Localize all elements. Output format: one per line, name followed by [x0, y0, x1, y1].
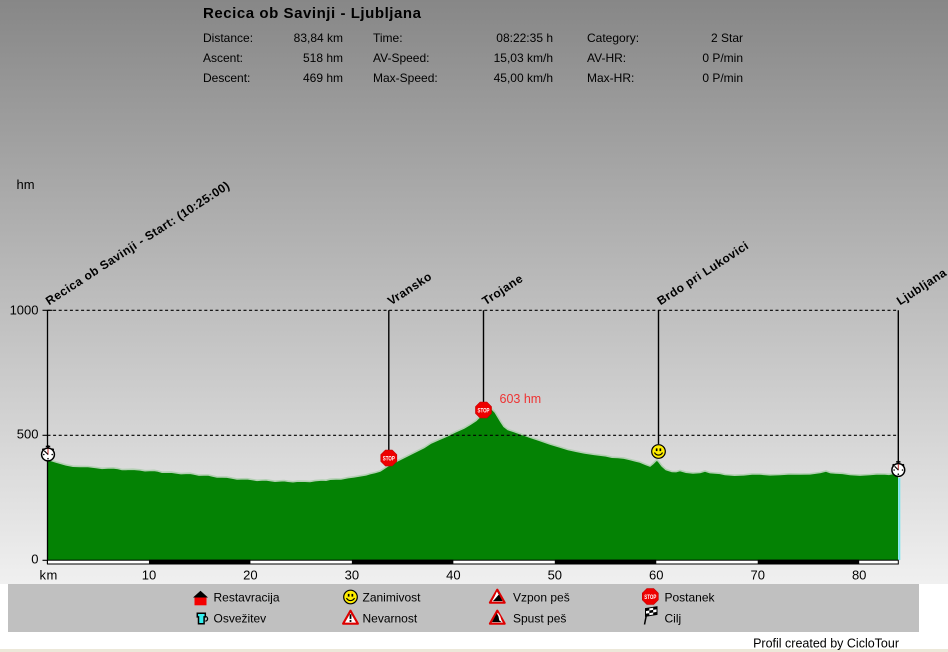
svg-text:1000: 1000 — [10, 303, 39, 318]
svg-text:60: 60 — [649, 568, 663, 583]
svg-text:469 hm: 469 hm — [303, 71, 343, 85]
svg-text:30: 30 — [345, 568, 359, 583]
svg-text:0: 0 — [31, 552, 38, 567]
svg-text:500: 500 — [17, 427, 39, 442]
svg-text:70: 70 — [750, 568, 764, 583]
svg-text:80: 80 — [852, 568, 866, 583]
svg-text:Time:: Time: — [373, 31, 403, 45]
svg-text:Max-Speed:: Max-Speed: — [373, 71, 438, 85]
svg-text:45,00 km/h: 45,00 km/h — [494, 71, 553, 85]
svg-text:15,03 km/h: 15,03 km/h — [494, 51, 553, 65]
svg-text:20: 20 — [243, 568, 257, 583]
svg-text:08:22:35 h: 08:22:35 h — [496, 31, 553, 45]
svg-text:Postanek: Postanek — [665, 591, 716, 605]
svg-text:10: 10 — [142, 568, 156, 583]
svg-text:Ascent:: Ascent: — [203, 51, 243, 65]
svg-text:Zanimivost: Zanimivost — [363, 591, 422, 605]
svg-text:Restavracija: Restavracija — [214, 591, 280, 605]
svg-text:603 hm: 603 hm — [500, 392, 542, 406]
svg-text:0 P/min: 0 P/min — [702, 71, 743, 85]
svg-text:Nevarnost: Nevarnost — [363, 612, 418, 626]
svg-text:Osvežitev: Osvežitev — [214, 612, 267, 626]
svg-text:50: 50 — [548, 568, 562, 583]
svg-text:hm: hm — [17, 177, 35, 192]
svg-text:Category:: Category: — [587, 31, 639, 45]
svg-text:km: km — [40, 568, 58, 583]
svg-text:Recica ob Savinji - Ljubljana: Recica ob Savinji - Ljubljana — [203, 5, 422, 22]
svg-text:Distance:: Distance: — [203, 31, 253, 45]
svg-text:STOP: STOP — [383, 455, 395, 462]
svg-text:2 Star: 2 Star — [711, 31, 743, 45]
svg-text:0 P/min: 0 P/min — [702, 51, 743, 65]
svg-text:Max-HR:: Max-HR: — [587, 71, 634, 85]
svg-text:AV-HR:: AV-HR: — [587, 51, 626, 65]
svg-text:Cilj: Cilj — [665, 612, 682, 626]
svg-text:AV-Speed:: AV-Speed: — [373, 51, 429, 65]
svg-text:Descent:: Descent: — [203, 71, 250, 85]
svg-text:Profil created by CicloTour: Profil created by CicloTour — [753, 637, 899, 651]
svg-text:83,84 km: 83,84 km — [294, 31, 343, 45]
svg-text:Vzpon peš: Vzpon peš — [513, 591, 570, 605]
svg-text:Spust peš: Spust peš — [513, 612, 566, 626]
svg-text:40: 40 — [446, 568, 460, 583]
svg-text:518 hm: 518 hm — [303, 51, 343, 65]
